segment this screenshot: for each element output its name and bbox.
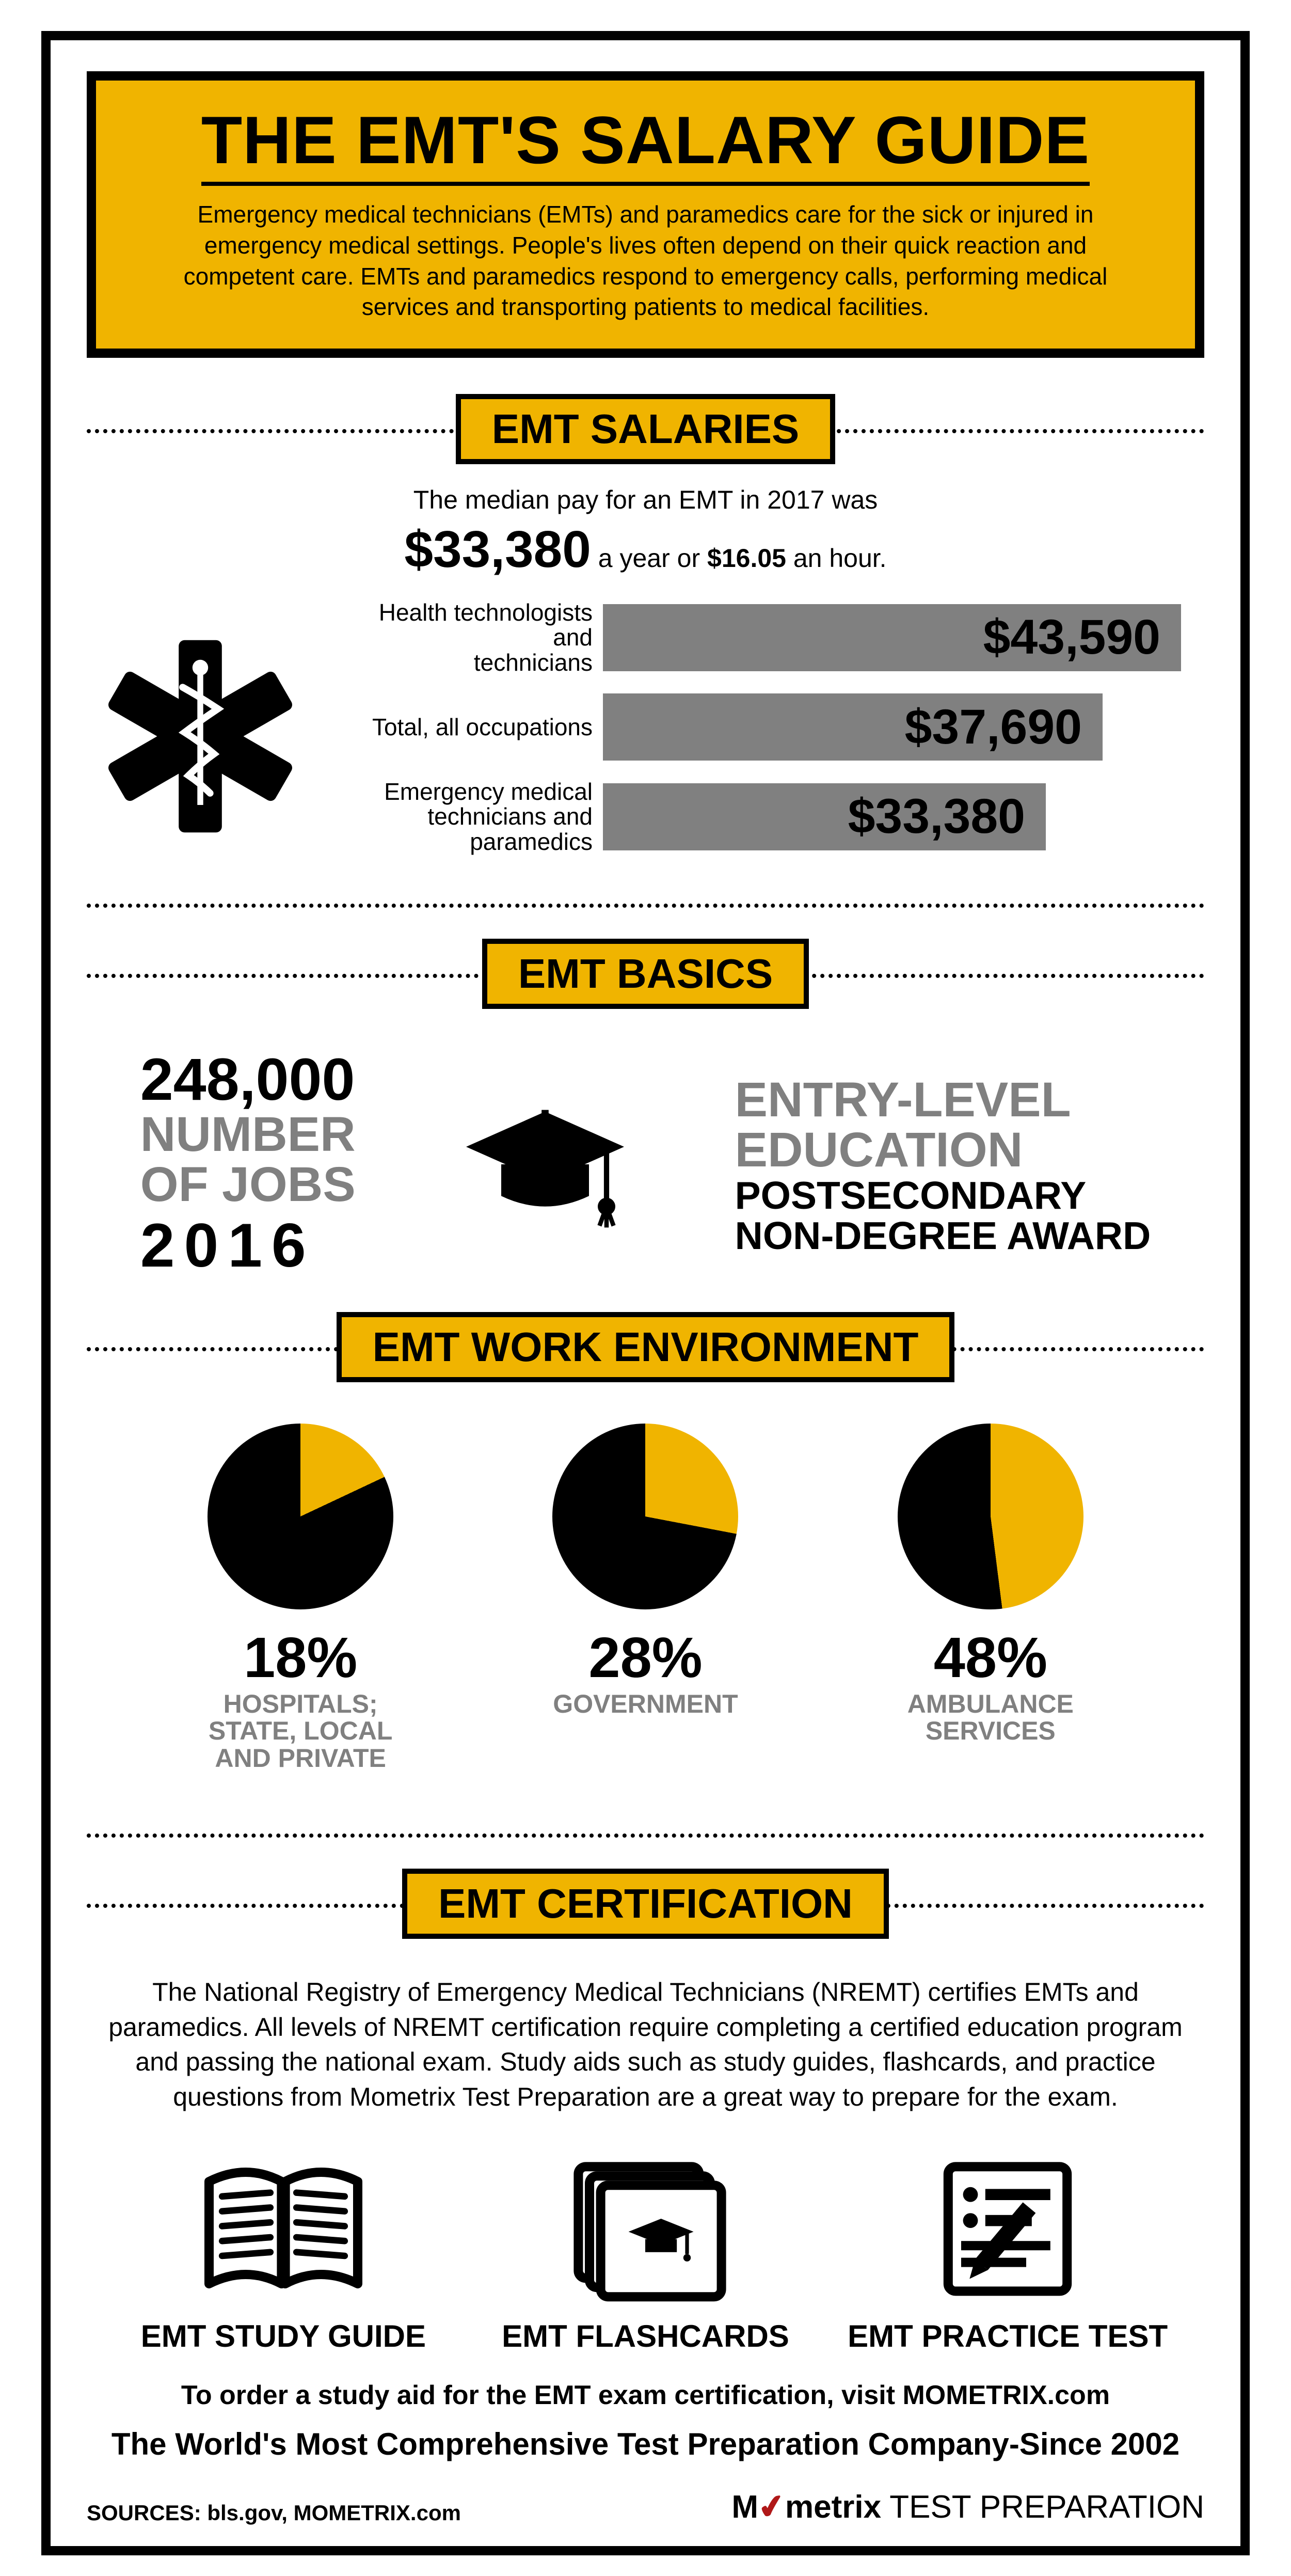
salary-bar-label: Total, all occupations <box>334 715 603 739</box>
cert-flashcards: EMT FLASHCARDS <box>485 2151 805 2354</box>
edu-award-2: NON-DEGREE AWARD <box>735 1215 1151 1256</box>
salary-bar-row: Health technologists andtechnicians$43,5… <box>334 600 1204 675</box>
salary-hour-amount: $16.05 <box>707 544 786 573</box>
basics-education: ENTRY-LEVEL EDUCATION POSTSECONDARY NON-… <box>735 1075 1151 1256</box>
jobs-number: 248,000 <box>140 1050 356 1110</box>
section-head-basics: EMT BASICS <box>87 939 1204 1009</box>
pie-percent: 28% <box>516 1625 774 1690</box>
salary-bar-row: Total, all occupations$37,690 <box>334 693 1204 761</box>
cert-body: The National Registry of Emergency Medic… <box>87 1959 1204 2140</box>
salary-bar: $37,690 <box>603 693 1103 761</box>
hero-box: THE EMT'S SALARY GUIDE Emergency medical… <box>87 71 1204 358</box>
practice-test-icon <box>915 2151 1101 2305</box>
infographic-frame: THE EMT'S SALARY GUIDE Emergency medical… <box>0 0 1291 2576</box>
salary-bar: $43,590 <box>603 604 1181 671</box>
mometrix-logo: M✔metrix TEST PREPARATION <box>731 2488 1204 2525</box>
divider <box>87 1834 1204 1838</box>
section-label: EMT CERTIFICATION <box>402 1869 889 1939</box>
pie-percent: 48% <box>862 1625 1120 1690</box>
salary-bar-row: Emergency medicaltechnicians and paramed… <box>334 779 1204 854</box>
edu-award-1: POSTSECONDARY <box>735 1175 1151 1216</box>
divider <box>87 904 1204 908</box>
inner-border: THE EMT'S SALARY GUIDE Emergency medical… <box>41 31 1250 2555</box>
cert-icons-row: EMT STUDY GUIDE EMT FLASHCARDS <box>87 2140 1204 2380</box>
salary-bar: $33,380 <box>603 783 1046 850</box>
salaries-chart-area: Health technologists andtechnicians$43,5… <box>87 600 1204 873</box>
salary-mid: a year or <box>598 544 707 573</box>
graduation-cap-icon <box>452 1092 638 1239</box>
pie-chart <box>898 1424 1083 1609</box>
jobs-label-2: OF JOBS <box>140 1160 356 1210</box>
flashcards-icon <box>552 2151 738 2305</box>
pies-row: 18%HOSPITALS;STATE, LOCALAND PRIVATE 28%G… <box>87 1403 1204 1803</box>
hero-body: Emergency medical technicians (EMTs) and… <box>155 199 1136 323</box>
jobs-label-1: NUMBER <box>140 1110 356 1160</box>
pie-percent: 18% <box>171 1625 429 1690</box>
pie-chart <box>552 1424 738 1609</box>
pie-column: 18%HOSPITALS;STATE, LOCALAND PRIVATE <box>171 1424 429 1772</box>
footer-row: SOURCES: bls.gov, MOMETRIX.com M✔metrix … <box>87 2488 1204 2525</box>
open-book-icon <box>190 2151 376 2305</box>
salaries-caption: The median pay for an EMT in 2017 was <box>87 485 1204 515</box>
cert-study-guide: EMT STUDY GUIDE <box>123 2151 443 2354</box>
salary-bar-label: Health technologists andtechnicians <box>334 600 603 675</box>
salaries-headline: $33,380 a year or $16.05 an hour. <box>87 520 1204 579</box>
hero-title: THE EMT'S SALARY GUIDE <box>201 101 1090 186</box>
basics-jobs: 248,000 NUMBER OF JOBS 2016 <box>140 1050 356 1281</box>
pie-label: HOSPITALS;STATE, LOCALAND PRIVATE <box>171 1690 429 1772</box>
edu-label-2: EDUCATION <box>735 1125 1151 1175</box>
pie-chart <box>208 1424 393 1609</box>
edu-label-1: ENTRY-LEVEL <box>735 1075 1151 1125</box>
cert-icon-label: EMT STUDY GUIDE <box>123 2318 443 2354</box>
salary-bar-label: Emergency medicaltechnicians and paramed… <box>334 779 603 854</box>
salary-tail: an hour. <box>793 544 887 573</box>
section-head-workenv: EMT WORK ENVIRONMENT <box>87 1312 1204 1382</box>
cert-icon-label: EMT FLASHCARDS <box>485 2318 805 2354</box>
salary-year-amount: $33,380 <box>404 520 591 578</box>
salary-bars: Health technologists andtechnicians$43,5… <box>334 600 1204 873</box>
pie-column: 48%AMBULANCESERVICES <box>862 1424 1120 1772</box>
section-head-cert: EMT CERTIFICATION <box>87 1869 1204 1939</box>
section-label: EMT BASICS <box>482 939 809 1009</box>
pie-column: 28%GOVERNMENT <box>516 1424 774 1772</box>
basics-row: 248,000 NUMBER OF JOBS 2016 ENTRY-LEVEL <box>87 1030 1204 1312</box>
pie-label: GOVERNMENT <box>516 1690 774 1718</box>
section-head-salaries: EMT SALARIES <box>87 394 1204 464</box>
jobs-year: 2016 <box>140 1210 356 1281</box>
cert-practice-test: EMT PRACTICE TEST <box>848 2151 1168 2354</box>
section-label: EMT WORK ENVIRONMENT <box>337 1312 955 1382</box>
section-label: EMT SALARIES <box>456 394 836 464</box>
order-line: To order a study aid for the EMT exam ce… <box>87 2380 1204 2411</box>
cert-icon-label: EMT PRACTICE TEST <box>848 2318 1168 2354</box>
pie-label: AMBULANCESERVICES <box>862 1690 1120 1745</box>
sources: SOURCES: bls.gov, MOMETRIX.com <box>87 2501 461 2525</box>
star-of-life-icon <box>87 638 314 834</box>
